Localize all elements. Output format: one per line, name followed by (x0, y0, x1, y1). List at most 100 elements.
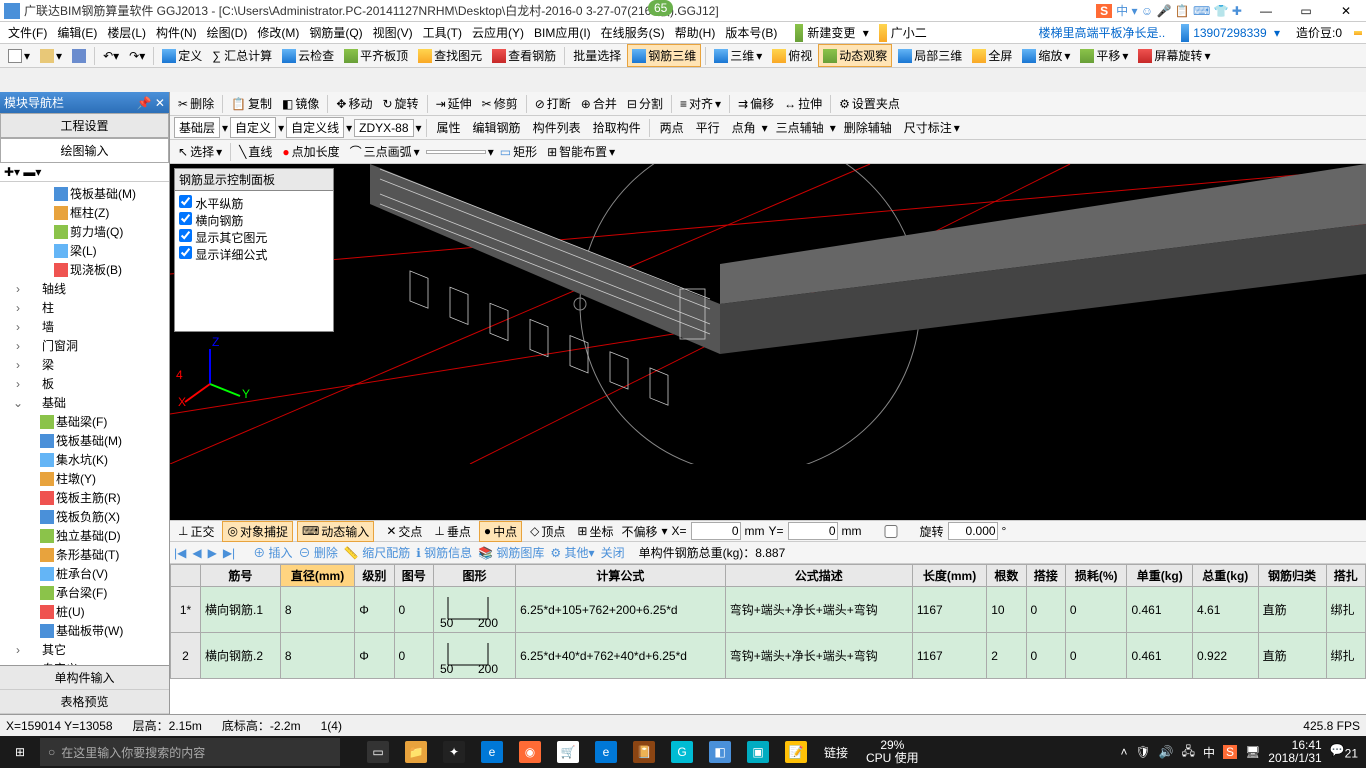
tree-item[interactable]: 筏板主筋(R) (0, 488, 169, 507)
close-table-button[interactable]: 关闭 (601, 544, 625, 561)
floor-select[interactable]: 基础层 (174, 117, 220, 138)
tree-item[interactable]: ›其它 (0, 640, 169, 659)
local-3d-button[interactable]: 局部三维 (894, 45, 966, 66)
arc-options[interactable] (426, 150, 486, 154)
minimize-button[interactable]: — (1246, 0, 1286, 22)
tree-item[interactable]: 桩(U) (0, 602, 169, 621)
line-button[interactable]: ╲ 直线 (235, 141, 276, 162)
task-icon[interactable]: 📝 (778, 736, 814, 768)
nav-first[interactable]: |◀ (174, 546, 186, 560)
tree-item[interactable]: 柱墩(Y) (0, 469, 169, 488)
hint-text[interactable]: 楼梯里高端平板净长是.. (1035, 22, 1170, 43)
edit-rebar-button[interactable]: 编辑钢筋 (467, 117, 525, 138)
tree-item[interactable]: 基础梁(F) (0, 412, 169, 431)
tree-item[interactable]: 承台梁(F) (0, 583, 169, 602)
nav-prev[interactable]: ◀ (192, 546, 201, 560)
tray-clock[interactable]: 16:41 2018/1/31 (1268, 739, 1321, 765)
tree-item[interactable]: 集水坑(K) (0, 450, 169, 469)
rect-button[interactable]: ▭ 矩形 (496, 141, 541, 162)
pan-button[interactable]: 平移▾ (1076, 45, 1132, 66)
table-row[interactable]: 1*横向钢筋.18Φ0502006.25*d+105+762+200+6.25*… (171, 587, 1366, 633)
split-button[interactable]: ⊟ 分割 (623, 93, 667, 114)
task-icon[interactable]: e (474, 736, 510, 768)
sum-button[interactable]: ∑ 汇总计算 (208, 45, 276, 66)
tree-item[interactable]: 筏板基础(M) (0, 431, 169, 450)
tab-single-input[interactable]: 单构件输入 (0, 666, 169, 690)
tree-item[interactable]: 基础板带(W) (0, 621, 169, 640)
tray-safe-icon[interactable]: 🛡 (1135, 745, 1150, 759)
ortho-toggle[interactable]: ⊥ 正交 (174, 522, 218, 541)
offset-button[interactable]: ⇉ 偏移 (734, 93, 778, 114)
table-header[interactable]: 长度(mm) (912, 565, 986, 587)
pick-button[interactable]: 拾取构件 (587, 117, 645, 138)
redo-button[interactable]: ↷▾ (125, 47, 149, 65)
batch-button[interactable]: 批量选择 (569, 45, 625, 66)
menu-rebar[interactable]: 钢筋量(Q) (305, 22, 366, 43)
task-icon[interactable]: ◉ (512, 736, 548, 768)
task-icon[interactable]: 📁 (398, 736, 434, 768)
3d-button[interactable]: 三维▾ (710, 45, 766, 66)
component-list-button[interactable]: 构件列表 (527, 117, 585, 138)
rebar-table[interactable]: 筋号直径(mm)级别图号图形计算公式公式描述长度(mm)根数搭接损耗(%)单重(… (170, 564, 1366, 714)
menu-component[interactable]: 构件(N) (152, 22, 201, 43)
top-toggle[interactable]: ◇ 顶点 (526, 522, 569, 541)
bird-button[interactable]: 俯视 (768, 45, 816, 66)
dyn-input-toggle[interactable]: ⌨ 动态输入 (297, 521, 374, 542)
menu-modify[interactable]: 修改(M) (253, 22, 303, 43)
tray-mon-icon[interactable]: 🖥 (1245, 745, 1260, 759)
rotate-button[interactable]: ↻ 旋转 (378, 93, 422, 114)
attr-button[interactable]: 属性 (431, 117, 465, 138)
offset-select[interactable]: 不偏移 (621, 523, 657, 540)
tab-project-settings[interactable]: 工程设置 (0, 113, 169, 138)
tree-item[interactable]: ›墙 (0, 317, 169, 336)
stretch-button[interactable]: ↔ 拉伸 (780, 93, 826, 114)
view-rebar-button[interactable]: 查看钢筋 (488, 45, 560, 66)
search-box[interactable]: ○ 在这里输入你要搜索的内容 (40, 738, 340, 766)
close-button[interactable]: ✕ (1326, 0, 1366, 22)
rebar-checkbox[interactable]: 显示详细公式 (179, 246, 329, 263)
align-button[interactable]: ≡ 对齐▾ (676, 93, 725, 114)
insert-button[interactable]: ⊕ 插入 (253, 544, 292, 561)
zoom-button[interactable]: 缩放▾ (1018, 45, 1074, 66)
move-button[interactable]: ✥ 移动 (332, 93, 376, 114)
y-input[interactable] (788, 522, 838, 540)
table-header[interactable]: 总重(kg) (1193, 565, 1259, 587)
new-change-button[interactable]: 新建变更 (803, 24, 859, 42)
tray-up-icon[interactable]: ˄ (1120, 745, 1127, 759)
table-header[interactable]: 根数 (987, 565, 1026, 587)
tray-vol-icon[interactable]: 🔊 (1159, 745, 1174, 759)
tree-item[interactable]: 现浇板(B) (0, 260, 169, 279)
new-button[interactable]: ▾ (4, 47, 34, 65)
flat-button[interactable]: 平齐板顶 (340, 45, 412, 66)
angle-button[interactable]: 点角 (726, 117, 760, 138)
tray-ime-icon[interactable]: 中 (1203, 744, 1215, 761)
merge-button[interactable]: ⊕ 合并 (577, 93, 621, 114)
threeaux-button[interactable]: 三点辅轴 (770, 117, 828, 138)
rebar-lib-button[interactable]: 📚 钢筋图库 (478, 544, 544, 561)
tree-item[interactable]: ›板 (0, 374, 169, 393)
tree-item[interactable]: 筏板基础(M) (0, 184, 169, 203)
parallel-button[interactable]: 平行 (690, 117, 724, 138)
task-icon[interactable]: ✦ (436, 736, 472, 768)
table-header[interactable]: 计算公式 (516, 565, 726, 587)
menu-file[interactable]: 文件(F) (4, 22, 51, 43)
tray-notif-icon[interactable]: 💬21 (1330, 743, 1358, 760)
table-header[interactable]: 直径(mm) (280, 565, 354, 587)
tray-net-icon[interactable]: 🖧 (1182, 742, 1195, 763)
tree-item[interactable]: ›柱 (0, 298, 169, 317)
perp-toggle[interactable]: ⊥ 垂点 (430, 522, 474, 541)
task-icon[interactable]: ▣ (740, 736, 776, 768)
user2-label[interactable]: 广小二 (887, 24, 931, 42)
table-header[interactable]: 筋号 (201, 565, 281, 587)
mirror-button[interactable]: ◧ 镜像 (278, 93, 323, 114)
cloud-check-button[interactable]: 云检查 (278, 45, 338, 66)
rebar-info-button[interactable]: ℹ 钢筋信息 (416, 544, 472, 561)
other-button[interactable]: ⚙ 其他▾ (550, 544, 594, 561)
ime-s-icon[interactable]: S (1096, 4, 1112, 18)
tree-item[interactable]: 独立基础(D) (0, 526, 169, 545)
open-button[interactable]: ▾ (36, 47, 66, 65)
define-button[interactable]: 定义 (158, 45, 206, 66)
delete-row-button[interactable]: ⊖ 删除 (299, 544, 338, 561)
rebar-display-panel[interactable]: 钢筋显示控制面板 水平纵筋 横向钢筋 显示其它图元 显示详细公式 (174, 168, 334, 332)
delaux-button[interactable]: 删除辅轴 (838, 117, 896, 138)
